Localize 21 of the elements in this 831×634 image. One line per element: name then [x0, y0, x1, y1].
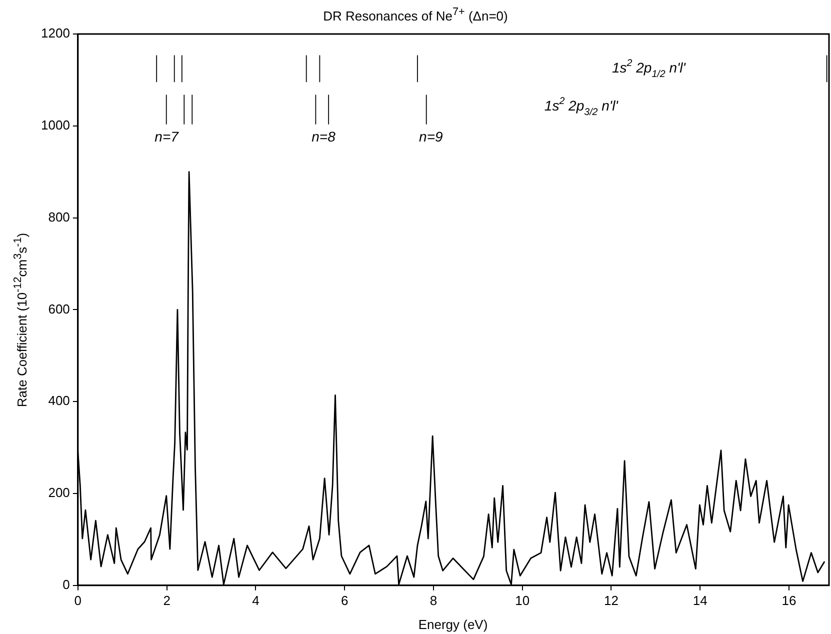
x-tick-label: 4 — [252, 592, 260, 608]
y-tick-label: 200 — [48, 485, 70, 500]
x-tick-label: 2 — [163, 592, 170, 608]
x-axis-title: Energy (eV) — [417, 617, 489, 632]
x-tick-label: 12 — [604, 592, 618, 608]
y-tick-label: 400 — [48, 393, 70, 408]
y-tick-label: 0 — [62, 576, 70, 592]
y-tick-label: 1000 — [41, 117, 70, 132]
y-tick-label: 800 — [48, 209, 70, 224]
y-tick-label: 600 — [48, 301, 70, 316]
x-tick-label: 14 — [692, 592, 708, 608]
y-tick-label: 1200 — [41, 26, 70, 41]
x-tick-label: 0 — [74, 592, 82, 608]
x-tick-label: 8 — [430, 592, 438, 608]
annotation: n=9 — [419, 128, 444, 145]
x-tick-label: 6 — [340, 592, 348, 608]
x-tick-label: 10 — [515, 592, 530, 608]
x-tick-label: 16 — [782, 592, 796, 608]
annotation: n=7 — [154, 128, 180, 145]
annotation: n=8 — [312, 128, 336, 145]
chart-title: DR Resonances of Ne$^{7+}$ (Δn=0) — [322, 6, 509, 24]
